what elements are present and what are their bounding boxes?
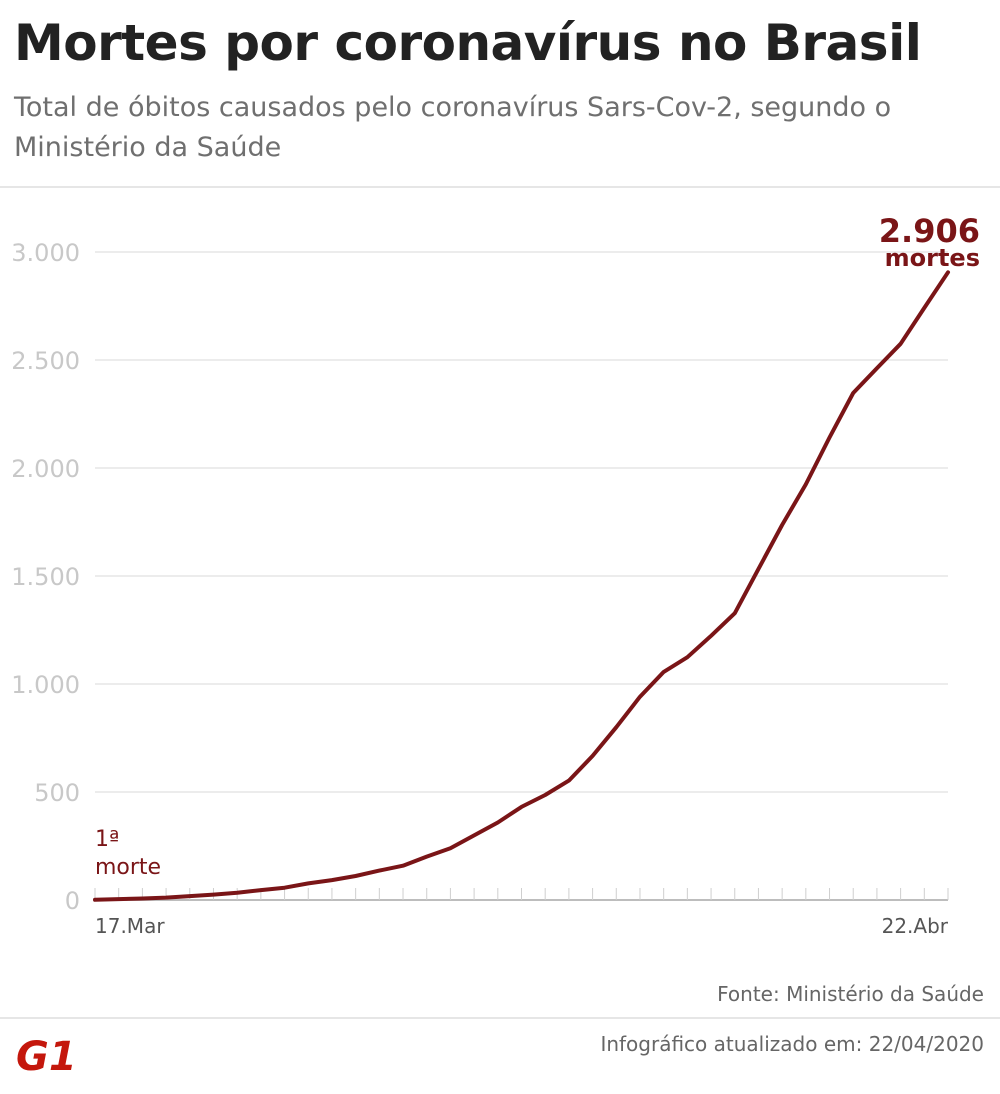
y-tick-label: 1.000	[11, 671, 80, 699]
x-tick-label: 22.Abr	[882, 914, 949, 938]
logo-text: G1	[16, 1036, 76, 1074]
first-death-annotation: morte	[95, 855, 161, 880]
chart-subtitle: Total de óbitos causados pelo coronavíru…	[14, 92, 892, 163]
series-line	[93, 270, 950, 902]
y-tick-label: 0	[65, 887, 80, 915]
y-tick-label: 500	[34, 779, 80, 807]
source-note: Fonte: Ministério da Saúde	[717, 982, 984, 1006]
line-chart: 0 500 1.000 1.500 2.000 2.500 3.000 17.Mar 22.Ab…	[11, 212, 980, 938]
top-divider	[0, 186, 1000, 188]
g1-logo: G1	[16, 1036, 76, 1074]
update-note: Infográfico atualizado em: 22/04/2020	[600, 1032, 984, 1056]
y-tick-label: 1.500	[11, 563, 80, 591]
y-tick-label: 3.000	[11, 239, 80, 267]
first-death-annotation: 1ª	[95, 827, 119, 852]
y-tick-label: 2.500	[11, 347, 80, 375]
total-deaths-annotation: mortes	[885, 244, 980, 272]
bottom-divider	[0, 1017, 1000, 1019]
x-tick-label: 17.Mar	[95, 914, 165, 938]
chart-title: Mortes por coronavírus no Brasil	[14, 14, 922, 72]
total-deaths-annotation: 2.906	[879, 212, 980, 250]
y-tick-label: 2.000	[11, 455, 80, 483]
